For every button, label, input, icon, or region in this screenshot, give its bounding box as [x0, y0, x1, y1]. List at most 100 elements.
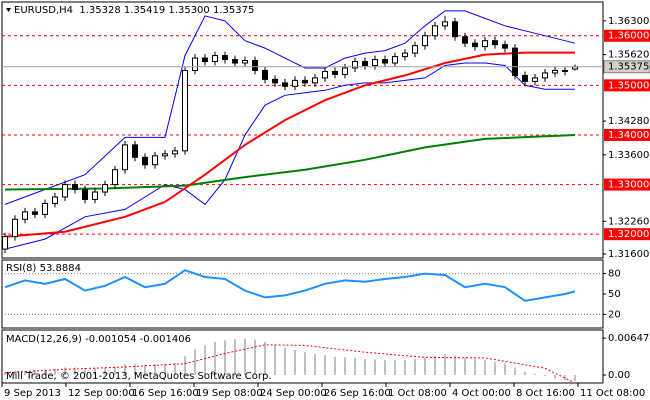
candle-body	[322, 70, 328, 79]
candle-body	[212, 55, 218, 63]
candle-body	[532, 77, 538, 82]
level-label-box	[604, 79, 650, 92]
x-tick-label: 12 Sep 00:00	[68, 388, 135, 399]
x-tick-label: 9 Sep 2013	[4, 388, 61, 399]
candle-body	[312, 77, 318, 84]
main-plot	[2, 10, 603, 254]
x-tick-label: 1 Oct 08:00	[388, 388, 447, 399]
x-tick-label: 8 Oct 16:00	[516, 388, 575, 399]
level-label: 1.35000	[608, 80, 649, 91]
candle-body	[172, 150, 178, 155]
candle-body	[92, 191, 98, 200]
y-tick-label: 20	[608, 309, 621, 320]
candle-body	[392, 56, 398, 64]
y-tick-label: 1.31600	[608, 249, 649, 260]
main-pane	[1, 1, 604, 259]
macd-plot	[4, 338, 576, 383]
level-label-box	[604, 178, 650, 191]
candle-body	[522, 74, 528, 82]
candle-body	[152, 155, 158, 166]
candle-body	[412, 45, 418, 54]
level-label: 1.33000	[608, 180, 649, 191]
y-tick-label: 80	[608, 269, 621, 280]
candle-body	[162, 153, 168, 157]
x-tick-label: 4 Oct 00:00	[452, 388, 511, 399]
last-price-label: 1.35375	[608, 62, 649, 73]
symbol-icon	[6, 8, 11, 12]
indicator-line	[4, 51, 575, 238]
candle-body	[262, 69, 268, 80]
level-label-box	[604, 228, 650, 241]
candle-body	[432, 25, 438, 37]
x-tick-label: 16 Sep 16:00	[132, 388, 199, 399]
x-tick-label: 26 Sep 16:00	[324, 388, 391, 399]
candle-body	[452, 21, 458, 38]
candle-body	[102, 184, 108, 193]
level-label: 1.34000	[608, 130, 649, 141]
candle-body	[292, 79, 298, 87]
candle-body	[192, 57, 198, 71]
level-label-box	[604, 128, 650, 141]
candle-body	[122, 144, 128, 171]
candle-body	[562, 69, 568, 72]
y-tick-label: 1.32260	[608, 216, 649, 227]
candle-body	[302, 79, 308, 84]
candle-body	[22, 211, 28, 220]
rsi-plot	[2, 269, 603, 315]
rsi-line	[4, 269, 576, 302]
y-tick-label: 0.00	[608, 370, 630, 381]
candle-body	[112, 169, 118, 186]
macd-pane	[1, 329, 604, 384]
y-tick-label: 1.33600	[608, 150, 649, 161]
y-tick-label: 50	[608, 289, 621, 300]
y-tick-label: 1.36300	[608, 16, 649, 27]
candle-body	[32, 211, 38, 215]
candle-body	[382, 59, 388, 64]
candle-body	[232, 59, 238, 64]
indicator-line	[4, 62, 575, 250]
x-tick-label: 11 Oct 08:00	[580, 388, 645, 399]
candle-body	[72, 184, 78, 191]
candle-body	[492, 40, 498, 46]
candle-body	[552, 69, 558, 74]
y-tick-label: 0.006474	[608, 333, 650, 344]
candle-body	[422, 35, 428, 47]
macd-label: MACD(12,26,9) -0.001054 -0.001406	[6, 334, 191, 345]
candle-body	[352, 61, 358, 69]
candle-body	[272, 78, 278, 84]
candle-body	[52, 196, 58, 204]
candle-body	[12, 218, 18, 238]
x-tick-label: 19 Sep 08:00	[196, 388, 263, 399]
candle-body	[472, 42, 478, 48]
rsi-label: RSI(8) 53.8884	[6, 263, 81, 274]
candle-body	[362, 61, 368, 67]
candle-body	[342, 67, 348, 75]
indicator-line	[4, 134, 576, 191]
last-price-box	[603, 60, 650, 74]
level-label: 1.32000	[608, 229, 649, 240]
candle-body	[462, 36, 468, 44]
candle-body	[332, 70, 338, 75]
candle-body	[2, 236, 8, 250]
candle-body	[502, 44, 508, 49]
copyright: Mill Trade, © 2001-2013, MetaQuotes Soft…	[6, 371, 272, 382]
candle-body	[142, 156, 148, 166]
level-label-box	[604, 29, 650, 42]
candle-body	[132, 144, 138, 158]
symbol-header: EURUSD,H4 1.35328 1.35419 1.35300 1.3537…	[14, 5, 254, 16]
candle-body	[482, 40, 488, 48]
candle-body	[82, 189, 88, 200]
candle-body	[222, 55, 228, 61]
candle-body	[182, 69, 188, 152]
candle-body	[202, 57, 208, 63]
candle-body	[252, 60, 258, 71]
candle-body	[242, 60, 248, 64]
x-tick-label: 24 Sep 00:00	[260, 388, 327, 399]
y-tick-label: 1.35620	[608, 50, 649, 61]
signal-line	[4, 344, 576, 383]
candle-body	[402, 52, 408, 58]
candle-body	[542, 72, 548, 79]
